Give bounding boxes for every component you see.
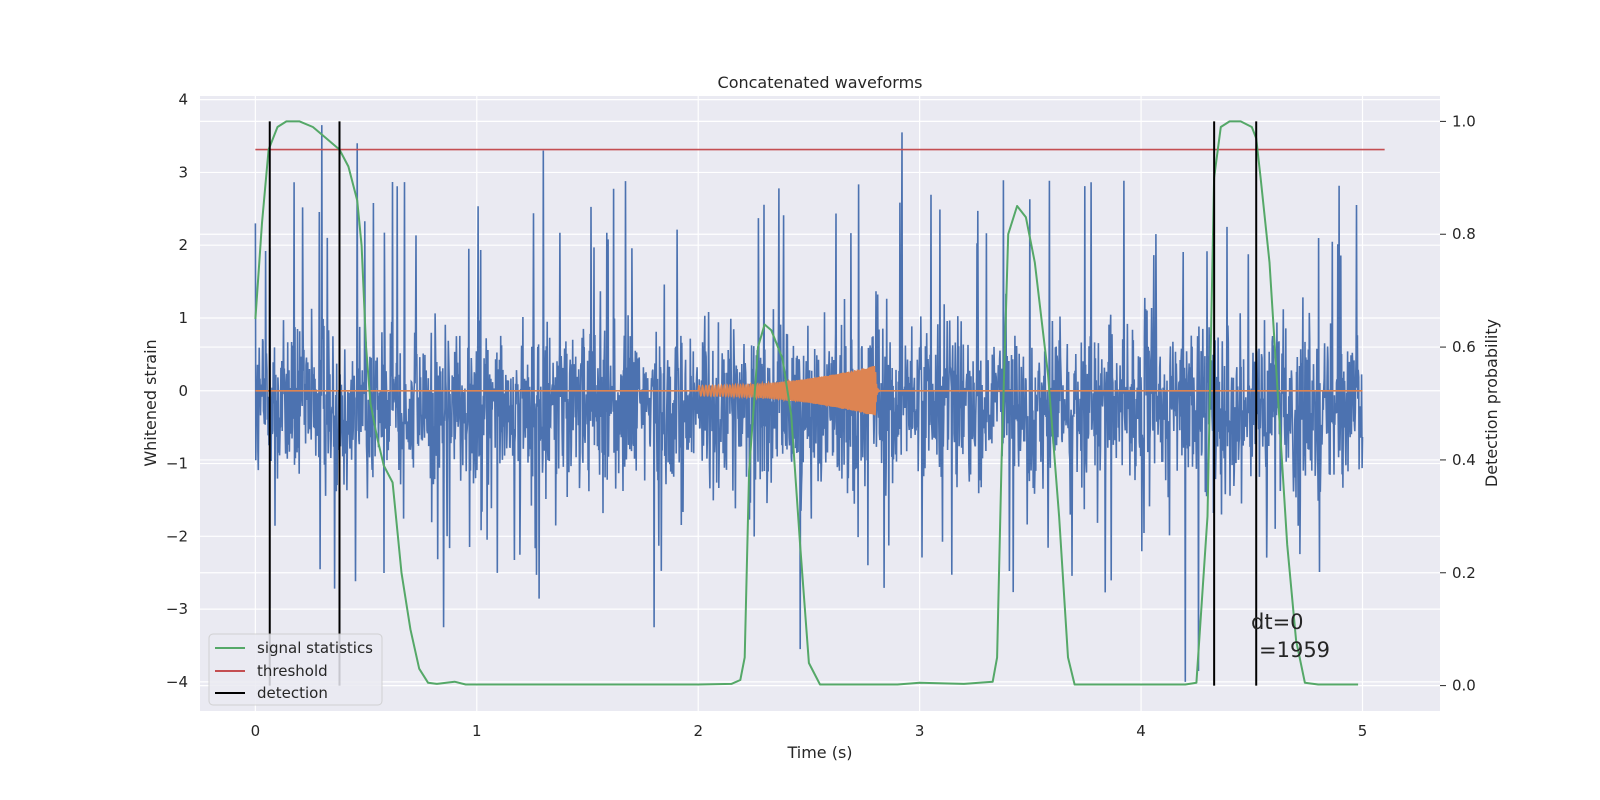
y-tick-label: 1: [178, 309, 188, 327]
legend-label-detection: detection: [257, 684, 328, 702]
y-axis-label: Whitened strain: [141, 339, 160, 466]
x-tick-label: 1: [472, 722, 482, 740]
y2-tick-label: 0.0: [1452, 677, 1476, 695]
y2-tick-label: 1.0: [1452, 112, 1476, 130]
y-tick-label: 3: [178, 163, 188, 181]
y-tick-label: 0: [178, 382, 188, 400]
y2-axis-label: Detection probability: [1482, 319, 1501, 487]
x-tick-label: 3: [915, 722, 925, 740]
y2-tick-label: 0.8: [1452, 225, 1476, 243]
annotation-line-1: dt=0: [1251, 610, 1304, 634]
gridlines: [200, 96, 1440, 711]
signal-statistics-line: [254, 120, 1359, 686]
legend-label-signal-statistics: signal statistics: [257, 639, 373, 657]
strain-series: [254, 125, 1364, 682]
x-tick-label: 0: [251, 722, 261, 740]
waveform-series: [255, 365, 1363, 416]
x-axis-label: Time (s): [786, 743, 852, 762]
y2-tick-label: 0.6: [1452, 338, 1476, 356]
y-tick-label: −2: [166, 527, 188, 545]
chart-title: Concatenated waveforms: [718, 73, 923, 92]
y2-tick-label: 0.2: [1452, 564, 1476, 582]
y-tick-label: −4: [166, 673, 188, 691]
y-tick-label: 4: [178, 91, 188, 109]
tick-labels: 0 1 2 3 4 5 −4 −3 −2 −1 0 1 2 3 4 0.0 0.2 0.4 0.6 0.8 1.0: [166, 91, 1476, 740]
x-tick-label: 5: [1358, 722, 1368, 740]
y-tick-label: 2: [178, 236, 188, 254]
y-tick-label: −3: [166, 600, 188, 618]
legend-label-threshold: threshold: [257, 662, 328, 680]
x-tick-label: 4: [1136, 722, 1146, 740]
legend: signal statistics threshold detection: [208, 633, 383, 706]
annotation-line-2: =1959: [1259, 638, 1330, 662]
data-layer: [254, 120, 1385, 686]
legend-box: [208, 633, 383, 706]
y2-tick-label: 0.4: [1452, 451, 1476, 469]
y-tick-label: −1: [166, 455, 188, 473]
x-tick-label: 2: [693, 722, 703, 740]
